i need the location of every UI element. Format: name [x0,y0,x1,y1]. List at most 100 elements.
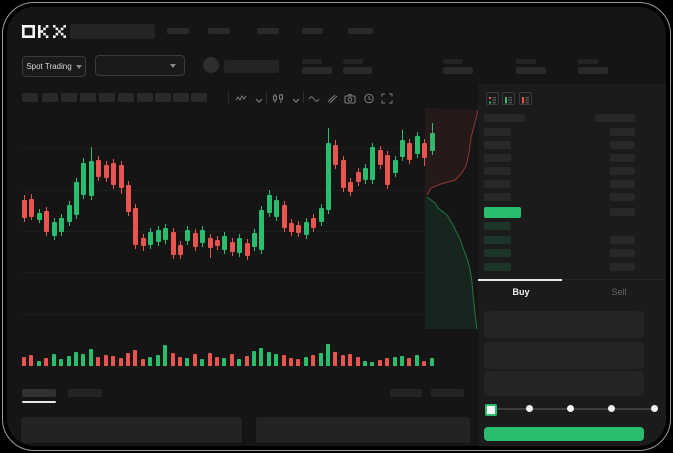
order-book-row-bar[interactable] [610,235,635,244]
chevron-down-icon[interactable] [290,96,302,107]
gridline [20,148,425,149]
timeframe-button[interactable] [61,93,77,102]
stat-value [443,67,473,74]
timeframe-button[interactable] [118,93,134,102]
chevron-down-icon[interactable] [253,96,265,107]
order-book-row-bar[interactable] [610,167,635,175]
buy-submit-button[interactable] [484,427,644,441]
column-header[interactable] [595,114,635,122]
order-book-row-bar[interactable] [484,167,511,175]
slider-stop[interactable] [608,405,615,412]
slider-stop[interactable] [651,405,658,412]
nav-item[interactable] [348,28,373,34]
candlestick-chart[interactable] [20,110,435,330]
stat-label [516,59,536,64]
gridline [20,314,425,315]
divider [303,92,304,103]
order-book-row-bar[interactable] [610,141,635,149]
bottom-action[interactable] [431,389,464,397]
market-type-dropdown[interactable]: Spot Trading [22,56,86,77]
line-tools-icon[interactable] [308,93,320,104]
timeframe-button[interactable] [80,93,96,102]
trade-side-panel: Buy Sell [478,84,666,446]
last-price-bar[interactable] [484,207,521,218]
pair-selector[interactable] [95,55,185,76]
amount-input[interactable] [484,342,644,369]
order-book-row-bar[interactable] [610,262,635,271]
active-tab-indicator [478,279,562,281]
pair-name-placeholder [224,60,279,73]
order-book-row-bar[interactable] [610,208,635,216]
draw-icon[interactable] [326,93,338,104]
bid-row-bar[interactable] [484,262,511,271]
timeframe-button[interactable] [42,93,58,102]
timeframe-button[interactable] [173,93,189,102]
bottom-tab[interactable] [68,389,102,397]
order-book-row-bar[interactable] [610,193,635,201]
order-book-row-bar[interactable] [484,128,511,136]
column-header[interactable] [484,114,525,122]
order-book-row-bar[interactable] [484,193,511,201]
market-type-label: Spot Trading [26,62,72,71]
orders-panel-placeholder [21,417,242,443]
fullscreen-icon[interactable] [381,93,393,104]
timeframe-button[interactable] [137,93,153,102]
order-book-row-bar[interactable] [484,141,511,149]
timeframe-button[interactable] [22,93,38,102]
book-bids-icon[interactable] [502,92,515,105]
stat-label [578,59,598,64]
volume-histogram [20,340,434,366]
bid-row-bar[interactable] [484,235,511,244]
divider [228,92,229,103]
slider-handle[interactable] [485,404,497,416]
candle-style-icon[interactable] [272,93,284,104]
total-input[interactable] [484,371,644,396]
camera-icon[interactable] [344,93,356,104]
order-book-row-bar[interactable] [610,249,635,257]
divider [266,92,267,103]
nav-item[interactable] [257,28,279,34]
trade-tabs: Buy Sell [478,279,666,306]
order-book-row-bar[interactable] [610,180,635,188]
bottom-tab-active[interactable] [22,389,56,397]
price-input[interactable] [484,311,644,338]
stat-label [443,59,463,64]
gridline [20,231,425,232]
chevron-down-icon [75,64,82,69]
slider-stop[interactable] [526,405,533,412]
timeframe-button[interactable] [155,93,171,102]
timeframe-button[interactable] [99,93,115,102]
order-book-row-bar[interactable] [610,128,635,136]
bottom-tab-underline [22,401,56,403]
nav-item[interactable] [167,28,189,34]
stat-label [343,59,363,64]
stat-label [302,59,322,64]
pair-avatar[interactable] [203,57,219,73]
bid-row-bar[interactable] [484,249,511,257]
order-book-row-bar[interactable] [484,154,511,162]
nav-item[interactable] [208,28,230,34]
okx-logo [22,25,66,38]
history-panel-placeholder [256,417,470,443]
nav-item[interactable] [302,28,323,34]
stat-value [302,67,332,74]
bid-row-bar[interactable] [484,222,511,230]
order-book[interactable] [484,108,641,308]
gridline [20,190,425,191]
search-input[interactable] [70,24,155,39]
book-both-icon[interactable] [486,92,499,105]
order-book-row-bar[interactable] [610,154,635,162]
book-asks-icon[interactable] [519,92,532,105]
slider-stop[interactable] [567,405,574,412]
indicators-icon[interactable] [235,93,247,104]
app-window: Spot Trading [7,7,666,446]
tab-buy[interactable]: Buy [512,287,530,297]
timeframe-button[interactable] [191,93,207,102]
amount-slider[interactable] [485,404,658,416]
order-book-row-bar[interactable] [484,180,511,188]
bottom-action[interactable] [390,389,422,397]
tab-sell[interactable]: Sell [611,287,627,297]
stat-value [343,67,372,74]
alert-icon[interactable] [363,93,375,104]
